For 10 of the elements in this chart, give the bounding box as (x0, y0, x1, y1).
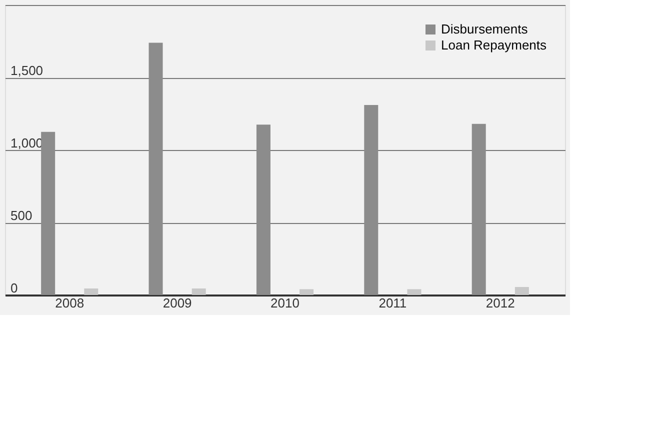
y-tick-label: 500 (10, 208, 32, 223)
legend-label: Disbursements (441, 22, 528, 36)
x-tick-label: 2010 (270, 296, 300, 310)
x-tick-label: 2008 (55, 296, 84, 310)
x-tick-label: 2012 (486, 296, 515, 310)
legend-label: Loan Repayments (441, 38, 548, 52)
x-tick-label: 2011 (378, 296, 407, 310)
y-tick-label: 0 (10, 280, 18, 296)
x-tick-label: 2009 (162, 296, 192, 310)
y-tick-label: 1,500 (10, 63, 44, 78)
